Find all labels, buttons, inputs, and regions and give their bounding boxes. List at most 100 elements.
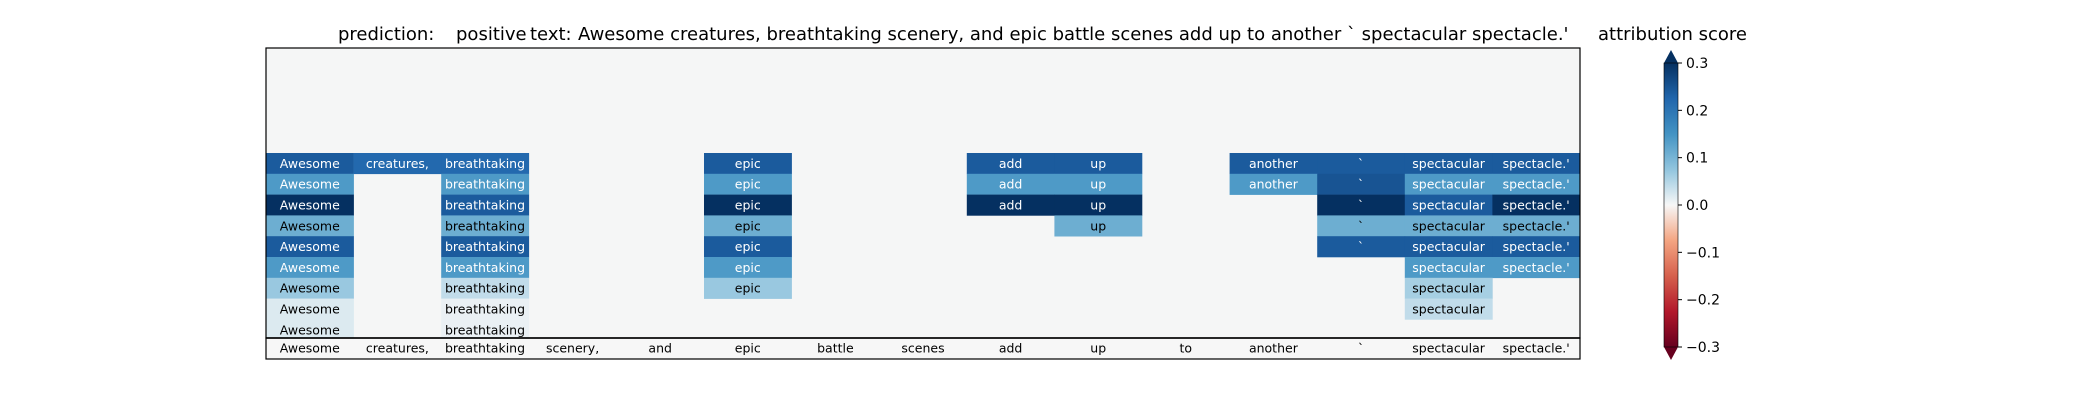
heatmap-cell-label: breathtaking [445, 239, 525, 254]
token-row-cell [1317, 338, 1406, 359]
heatmap-cell [1404, 173, 1493, 195]
heatmap-cell-label: epic [735, 156, 761, 171]
token-row-cell [353, 338, 442, 359]
heatmap-cell [266, 319, 354, 341]
colorbar-tick-label: 0.0 [1686, 198, 1708, 214]
colorbar-label: attribution score [1598, 24, 1747, 45]
heatmap-cell [704, 194, 792, 216]
heatmap-cell [1317, 173, 1406, 195]
colorbar-tick-label: −0.2 [1686, 293, 1720, 309]
colorbar-tick-label: −0.1 [1686, 245, 1720, 261]
prediction-label: prediction: [338, 24, 434, 45]
heatmap-cell-label: Awesome [280, 322, 340, 337]
heatmap-cell [1492, 257, 1581, 279]
token-row-cell [266, 338, 354, 359]
heatmap-cell-label: spectacular [1412, 260, 1485, 275]
heatmap-cell-label: spectacle.' [1503, 156, 1570, 171]
heatmap-cell-label: Awesome [280, 281, 340, 296]
heatmap-cell-label: spectacle.' [1503, 239, 1570, 254]
heatmap-cell [1404, 194, 1493, 216]
heatmap-cell [266, 277, 354, 299]
heatmap-cell-label: up [1090, 198, 1106, 213]
token-label: ` [1358, 341, 1364, 356]
heatmap-cell [1492, 215, 1581, 237]
heatmap-cell [1404, 257, 1493, 279]
token-label: add [999, 341, 1023, 356]
input-text: Awesome creatures, breathtaking scenery,… [578, 24, 1568, 45]
heatmap-cell-label: breathtaking [445, 198, 525, 213]
token-row-cell [616, 338, 705, 359]
heatmap-cell [704, 257, 792, 279]
heatmap-cell-label: epic [735, 260, 761, 275]
token-row-cell [791, 338, 880, 359]
heatmap-cell [266, 215, 354, 237]
heatmap-cell-label: epic [735, 218, 761, 233]
token-row-cell [441, 338, 530, 359]
colorbar-gradient [1664, 63, 1678, 347]
colorbar-tick-label: 0.3 [1686, 56, 1708, 72]
token-label: battle [817, 341, 854, 356]
heatmap-cell [1492, 153, 1581, 175]
heatmap-cell [266, 298, 354, 320]
heatmap-cell [1317, 236, 1406, 258]
heatmap-cell [1492, 173, 1581, 195]
heatmap-cell-label: breathtaking [445, 260, 525, 275]
heatmap-cell [1492, 236, 1581, 258]
heatmap-cell-label: spectacular [1412, 198, 1485, 213]
heatmap-cell-label: Awesome [280, 156, 340, 171]
heatmap-cell-label: Awesome [280, 177, 340, 192]
heatmap-cells: Awesome creatures, breathtaking epic add up an… [266, 153, 1581, 359]
text-label: text: [530, 24, 572, 45]
heatmap-cell-label: ` [1358, 239, 1364, 254]
heatmap-cell-label: ` [1358, 218, 1364, 233]
heatmap-cell [441, 236, 530, 258]
heatmap-cell-label: ` [1358, 156, 1364, 171]
heatmap-cell [966, 173, 1055, 195]
heatmap-cell [266, 194, 354, 216]
heatmap-cell [266, 173, 354, 195]
heatmap-cell-label: spectacular [1412, 281, 1485, 296]
token-row-cell [966, 338, 1055, 359]
heatmap-cell-label: creatures, [366, 156, 429, 171]
heatmap-cell [266, 153, 354, 175]
token-row-cell [704, 338, 792, 359]
colorbar-tick-label: 0.1 [1686, 151, 1708, 167]
heatmap-cell-label: up [1090, 177, 1106, 192]
token-row-cell [879, 338, 968, 359]
token-label: Awesome [280, 341, 340, 356]
heatmap-cell [1317, 153, 1406, 175]
heatmap-cell [1317, 215, 1406, 237]
heatmap-cell [441, 277, 530, 299]
heatmap-cell-label: epic [735, 281, 761, 296]
heatmap-cell [704, 153, 792, 175]
heatmap-cell-label: add [999, 177, 1023, 192]
colorbar: attribution score 0.3 0.2 0.1 0.0 −0.1 −0.2 −0… [1598, 24, 1747, 360]
heatmap-cell-label: breathtaking [445, 322, 525, 337]
heatmap-cell-label: breathtaking [445, 177, 525, 192]
heatmap-cell-label: spectacular [1412, 218, 1485, 233]
heatmap-cell-label: Awesome [280, 239, 340, 254]
token-label: epic [735, 341, 761, 356]
heatmap-cell-label: another [1249, 156, 1299, 171]
heatmap-cell-label: spectacular [1412, 156, 1485, 171]
heatmap-cell [1404, 236, 1493, 258]
heatmap-cell-label: spectacle.' [1503, 218, 1570, 233]
heatmap-cell-label: spectacle.' [1503, 177, 1570, 192]
heatmap-cell [704, 277, 792, 299]
heatmap-cell [1229, 173, 1318, 195]
chart-title: prediction: positive text: Awesome creat… [338, 24, 1568, 45]
token-label: breathtaking [445, 341, 525, 356]
heatmap-cell [1404, 298, 1493, 320]
token-row-cell [1142, 338, 1230, 359]
token-label: creatures, [366, 341, 429, 356]
token-label: spectacle.' [1503, 341, 1570, 356]
heatmap-cell [1054, 194, 1143, 216]
heatmap-cell-label: another [1249, 177, 1299, 192]
token-label: and [648, 341, 672, 356]
heatmap-cell-label: epic [735, 177, 761, 192]
heatmap-cell-label: Awesome [280, 302, 340, 317]
token-label: up [1090, 341, 1106, 356]
heatmap-cell [441, 319, 530, 341]
heatmap-cell-label: spectacle.' [1503, 260, 1570, 275]
